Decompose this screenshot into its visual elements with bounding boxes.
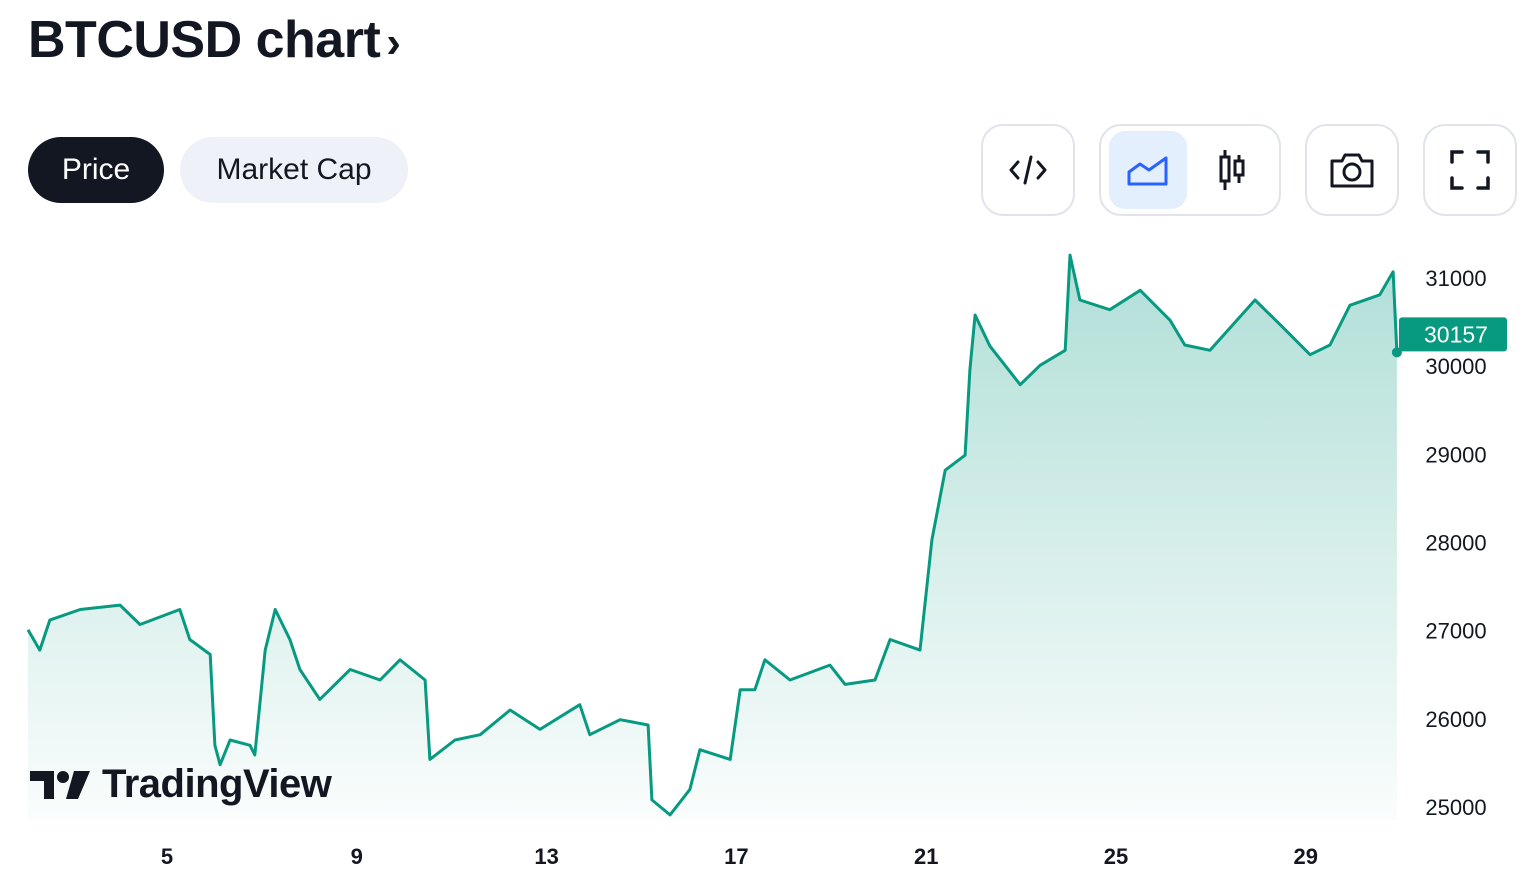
chevron-right-icon: › [386, 18, 401, 67]
last-price-label: 30157 [1424, 321, 1488, 347]
x-tick-label: 9 [351, 844, 363, 869]
fullscreen-button[interactable] [1423, 124, 1517, 216]
price-line [26, 253, 1399, 817]
y-tick-label: 27000 [1425, 619, 1486, 644]
area-chart-icon [1127, 156, 1168, 186]
fullscreen-icon [1450, 150, 1490, 190]
x-tick-label: 13 [534, 844, 558, 869]
y-tick-label: 30000 [1425, 354, 1486, 379]
tradingview-logo[interactable]: TradingView [30, 762, 332, 807]
y-tick-label: 25000 [1425, 795, 1486, 820]
tab-market-cap[interactable]: Market Cap [180, 137, 408, 203]
tab-price[interactable]: Price [28, 137, 164, 203]
area-chart-button[interactable] [1109, 131, 1187, 209]
tradingview-logo-text: TradingView [102, 762, 332, 806]
x-tick-label: 29 [1294, 844, 1318, 869]
y-tick-label: 28000 [1425, 531, 1486, 556]
page-title: BTCUSD chart [28, 11, 381, 69]
y-tick-label: 31000 [1425, 266, 1486, 291]
x-tick-label: 25 [1104, 844, 1128, 869]
embed-button[interactable] [981, 124, 1075, 216]
last-price-label-bg [1399, 317, 1507, 352]
camera-icon [1330, 153, 1374, 188]
y-tick-label: 26000 [1425, 707, 1486, 732]
candlestick-button[interactable] [1193, 131, 1271, 209]
tradingview-logo-icon [30, 770, 90, 799]
chart-style-group [1099, 124, 1281, 216]
price-area-fill [27, 255, 1397, 821]
screenshot-button[interactable] [1305, 124, 1399, 216]
candlestick-icon [1219, 150, 1245, 190]
embed-code-icon [1009, 155, 1047, 185]
x-tick-label: 5 [161, 844, 173, 869]
x-tick-label: 21 [914, 844, 938, 869]
y-tick-label: 29000 [1425, 442, 1486, 467]
chart-title-link[interactable]: BTCUSD chart › [28, 10, 401, 70]
x-tick-label: 17 [724, 844, 748, 869]
